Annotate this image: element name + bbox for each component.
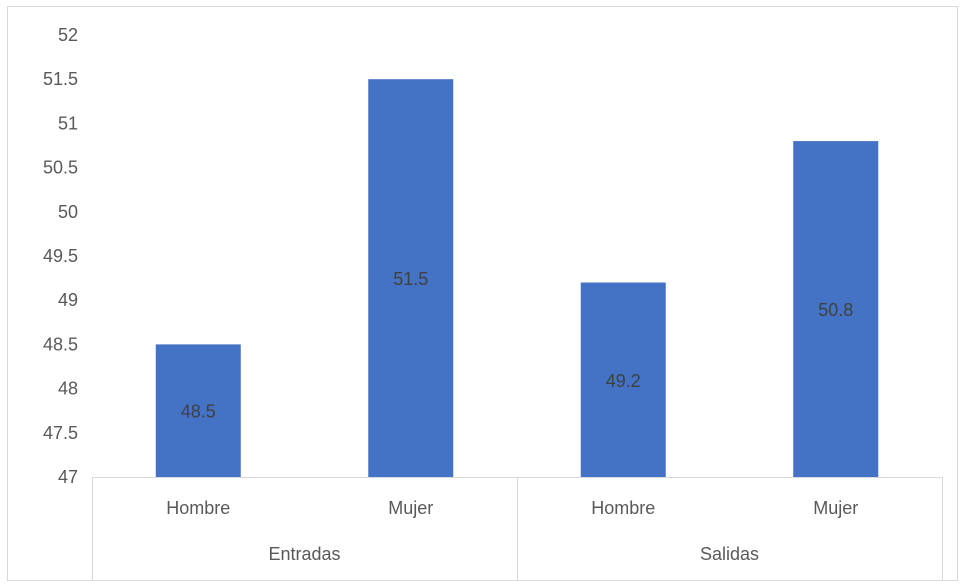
y-tick-label: 47 xyxy=(58,467,78,487)
y-tick-label: 52 xyxy=(58,25,78,45)
bar-hombre-salidas xyxy=(580,282,666,477)
data-label: 51.5 xyxy=(393,269,428,289)
bar-mujer-salidas xyxy=(793,141,879,477)
bars-layer: 48.5 51.5 49.2 50.8 xyxy=(155,79,879,477)
y-tick-label: 50 xyxy=(58,202,78,222)
x-category-label: Mujer xyxy=(388,498,433,518)
y-tick-label: 48 xyxy=(58,379,78,399)
x-category-label: Hombre xyxy=(591,498,655,518)
data-label: 48.5 xyxy=(181,402,216,422)
y-axis: 47 47.5 48 48.5 49 49.5 50 50.5 51 51.5 52 xyxy=(43,25,78,487)
data-label: 49.2 xyxy=(606,371,641,391)
y-tick-label: 51 xyxy=(58,113,78,133)
x-category-label: Mujer xyxy=(813,498,858,518)
x-group-label: Entradas xyxy=(268,544,340,564)
y-tick-label: 49 xyxy=(58,290,78,310)
x-axis: Hombre Mujer Entradas Hombre Mujer Salidas xyxy=(92,477,943,580)
y-tick-label: 50.5 xyxy=(43,158,78,178)
x-category-label: Hombre xyxy=(166,498,230,518)
y-tick-label: 47.5 xyxy=(43,423,78,443)
bar-mujer-entradas xyxy=(368,79,454,477)
bar-hombre-entradas xyxy=(155,344,241,477)
y-tick-label: 51.5 xyxy=(43,69,78,89)
y-tick-label: 49.5 xyxy=(43,246,78,266)
data-label: 50.8 xyxy=(818,300,853,320)
y-tick-label: 48.5 xyxy=(43,334,78,354)
x-group-label: Salidas xyxy=(700,544,759,564)
